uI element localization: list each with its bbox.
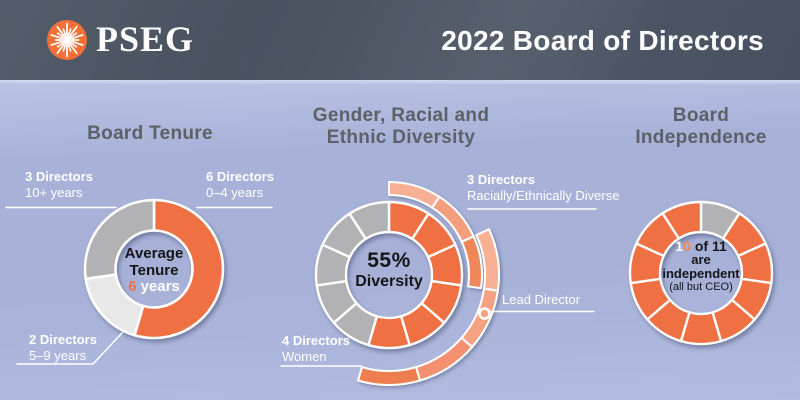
callout-racially-ethnically-diverse: 3 Directors Racially/Ethnically Diverse <box>467 172 619 203</box>
diversity-center-label: 55% Diversity <box>337 250 441 291</box>
tenure-center-label: Average Tenure 6 years <box>104 245 204 296</box>
callout-text: 10+ years <box>25 184 83 200</box>
callout-lead-director: Lead Director <box>502 292 580 308</box>
chart-title-diversity: Gender, Racial and Ethnic Diversity <box>285 105 517 149</box>
callout-text: Women <box>282 348 327 364</box>
donut-segment <box>133 198 225 340</box>
diversity-title-line1: Gender, Racial and <box>312 105 490 126</box>
independence-donut <box>628 200 774 346</box>
callout-0-4-years: 6 Directors 0–4 years <box>206 169 274 200</box>
callout-text: Racially/Ethnically Diverse <box>467 187 620 203</box>
tenure-center-line1: Average <box>124 245 184 262</box>
callout-5-9-years: 2 Directors 5–9 years <box>29 332 97 363</box>
independence-line2: are <box>691 252 711 267</box>
diversity-title-line2: Ethnic Diversity <box>326 127 476 148</box>
donut-segment <box>348 200 391 241</box>
donut-segment <box>460 287 499 349</box>
diversity-ring-ethnic <box>387 180 484 290</box>
tenure-value-suffix: years <box>140 278 180 295</box>
callout-text: 5–9 years <box>29 347 87 363</box>
diversity-center-text: Diversity <box>355 273 423 290</box>
diversity-percvalue: 55% <box>367 249 411 272</box>
independence-digit: 0 <box>683 238 691 254</box>
callout-text: 3 Directors <box>467 172 535 187</box>
callout-text: 3 Directors <box>25 169 93 184</box>
page-title: 2022 Board of Directors <box>441 25 764 56</box>
donut-segment <box>415 336 474 382</box>
callout-text: Lead Director <box>502 292 581 307</box>
board-tenure-donut <box>83 198 225 340</box>
diversity-donut <box>314 200 464 350</box>
independence-title-line2: Independence <box>635 127 767 148</box>
callout-lines <box>5 206 597 367</box>
donut-segment <box>83 198 156 281</box>
header-bar: PSEG <box>0 0 800 80</box>
diversity-ring-women <box>356 228 501 387</box>
donut-segment <box>661 200 703 240</box>
independence-line4: (all but CEO) <box>669 281 733 293</box>
independence-of-total: of 11 <box>694 238 727 254</box>
board-tenure-title-text: Board Tenure <box>87 123 213 144</box>
independence-title-line1: Board <box>672 105 730 126</box>
independence-line3: independent <box>662 266 740 281</box>
callout-women: 4 Directors Women <box>282 333 350 364</box>
callout-line <box>16 332 123 365</box>
callout-text: 4 Directors <box>282 333 350 348</box>
donut-segment <box>460 235 484 290</box>
callout-text: 6 Directors <box>206 169 274 184</box>
independence-count-row: 10 of 11 <box>644 239 758 253</box>
donut-segment <box>356 366 422 387</box>
chart-title-board-tenure: Board Tenure <box>30 123 270 145</box>
independence-center-label: 10 of 11 are independent (all but CEO) <box>644 239 758 294</box>
lead-director-marker-icon <box>478 307 491 320</box>
callout-text: 2 Directors <box>29 332 97 347</box>
tenure-center-value-row: 6 years <box>104 278 204 296</box>
chart-title-independence: Board Independence <box>608 105 794 149</box>
tenure-center-line2: Tenure <box>129 261 179 279</box>
callout-text: 0–4 years <box>206 184 264 200</box>
independence-digit: 1 <box>675 238 684 254</box>
tenure-value: 6 <box>128 278 137 295</box>
header-separator-line <box>0 80 800 84</box>
callout-10plus-years: 3 Directors 10+ years <box>25 169 93 200</box>
